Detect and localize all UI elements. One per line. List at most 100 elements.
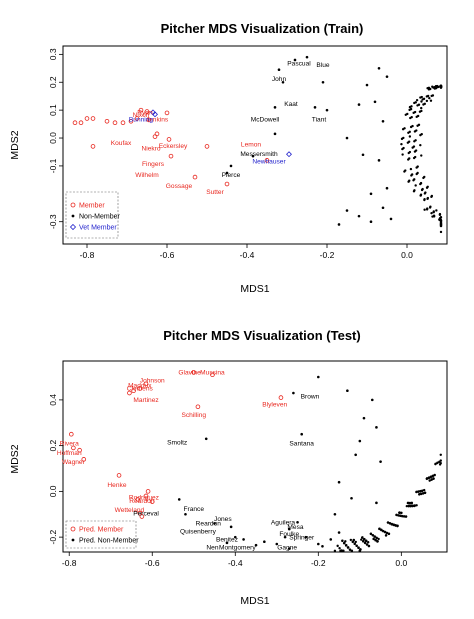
train-ticks: -0.8 -0.6 -0.4 -0.2 0.0 0.3 0.2 0.1 0.0 -0.1 -0.3 bbox=[48, 48, 413, 260]
train-point-label: McDowell bbox=[251, 116, 280, 123]
test-point bbox=[336, 544, 339, 548]
test-point bbox=[127, 390, 132, 396]
train-point bbox=[419, 193, 423, 196]
test-point bbox=[351, 540, 355, 543]
test-point bbox=[423, 491, 427, 494]
train-plot-frame bbox=[62, 45, 448, 245]
train-point bbox=[409, 107, 413, 111]
train-x-tick-label: -0.2 bbox=[320, 250, 335, 260]
train-point bbox=[293, 58, 297, 62]
legend-pred-non-member-marker bbox=[71, 538, 75, 542]
test-point bbox=[350, 549, 354, 553]
test-point-label: Smoltz bbox=[167, 439, 187, 446]
test-point bbox=[392, 523, 395, 526]
test-point bbox=[401, 514, 404, 518]
train-point bbox=[166, 137, 172, 142]
train-point-label: Bunning bbox=[129, 116, 154, 123]
legend-non-member-marker bbox=[71, 214, 75, 218]
test-point bbox=[346, 389, 349, 393]
train-point bbox=[154, 131, 160, 137]
train-point bbox=[412, 145, 416, 148]
train-point bbox=[413, 178, 416, 181]
train-point bbox=[385, 75, 389, 78]
train-point bbox=[313, 106, 317, 109]
train-point bbox=[251, 154, 255, 158]
train-point bbox=[401, 153, 404, 156]
test-point bbox=[137, 386, 143, 391]
train-point bbox=[426, 94, 430, 98]
test-point bbox=[439, 453, 442, 456]
test-point-label: Aguilera bbox=[271, 520, 296, 527]
test-point bbox=[342, 549, 345, 553]
train-point bbox=[414, 101, 417, 104]
test-point bbox=[131, 388, 136, 394]
train-y-tick-label: 0.2 bbox=[48, 76, 58, 88]
test-point-label: Montgomery bbox=[219, 545, 256, 552]
test-legend: Pred. Member Pred. Non-Member bbox=[65, 520, 139, 549]
train-point bbox=[90, 116, 96, 121]
test-point bbox=[436, 461, 439, 464]
test-point bbox=[417, 490, 420, 493]
test-x-tick-label: -0.2 bbox=[311, 558, 326, 568]
train-point bbox=[431, 215, 434, 218]
train-point bbox=[409, 167, 413, 171]
test-x-tick-label: -0.6 bbox=[145, 558, 160, 568]
train-point bbox=[152, 111, 158, 118]
test-point bbox=[373, 535, 376, 538]
test-point bbox=[366, 541, 370, 544]
test-point-label: Nen bbox=[206, 545, 218, 552]
train-point-label: Niekro bbox=[141, 146, 160, 153]
train-point bbox=[414, 139, 417, 142]
test-point bbox=[376, 540, 379, 543]
train-point bbox=[84, 116, 90, 121]
test-point bbox=[304, 535, 308, 539]
train-point-label: Pascual bbox=[287, 61, 311, 68]
test-point bbox=[390, 522, 394, 526]
test-point bbox=[346, 546, 350, 549]
test-point bbox=[428, 479, 431, 482]
train-y-axis-label: MDS2 bbox=[9, 130, 21, 159]
test-point bbox=[407, 504, 411, 507]
test-point bbox=[278, 395, 284, 400]
train-point bbox=[410, 173, 414, 176]
legend-member-marker bbox=[70, 202, 76, 208]
train-point bbox=[128, 118, 134, 124]
test-point bbox=[341, 539, 344, 542]
train-point bbox=[281, 80, 285, 84]
test-y-tick-label: 0.0 bbox=[48, 485, 58, 497]
test-point bbox=[375, 501, 378, 505]
train-point bbox=[321, 80, 325, 84]
test-point bbox=[135, 497, 141, 502]
test-point bbox=[359, 548, 362, 551]
test-point bbox=[350, 496, 353, 500]
test-point bbox=[362, 540, 365, 543]
test-point bbox=[384, 534, 388, 537]
train-point bbox=[420, 154, 423, 157]
train-point bbox=[377, 67, 381, 70]
test-point bbox=[367, 544, 371, 548]
train-point-label: Jenkins bbox=[146, 116, 169, 123]
test-point-label: Foulke bbox=[279, 531, 299, 538]
test-point-label: Brown bbox=[301, 394, 320, 401]
test-point-label: Reardon bbox=[196, 521, 222, 528]
test-point bbox=[395, 513, 398, 517]
test-point-label: Wagner bbox=[62, 459, 86, 466]
train-point bbox=[430, 194, 434, 198]
test-y-tick-label: 0.4 bbox=[48, 394, 58, 406]
test-point bbox=[204, 437, 208, 441]
test-point-label: Wetteland bbox=[115, 507, 145, 514]
test-point bbox=[363, 541, 367, 545]
test-point bbox=[415, 490, 418, 494]
train-point bbox=[416, 114, 420, 118]
test-point-label: France bbox=[184, 506, 205, 513]
test-point-label: Benitez bbox=[216, 537, 238, 544]
train-point bbox=[423, 175, 426, 179]
train-point-label: Nixon bbox=[133, 112, 150, 119]
test-point bbox=[143, 381, 149, 387]
train-point bbox=[408, 130, 411, 134]
test-point bbox=[388, 522, 392, 525]
test-point bbox=[213, 522, 216, 525]
test-point bbox=[386, 521, 390, 524]
test-point bbox=[357, 546, 360, 549]
